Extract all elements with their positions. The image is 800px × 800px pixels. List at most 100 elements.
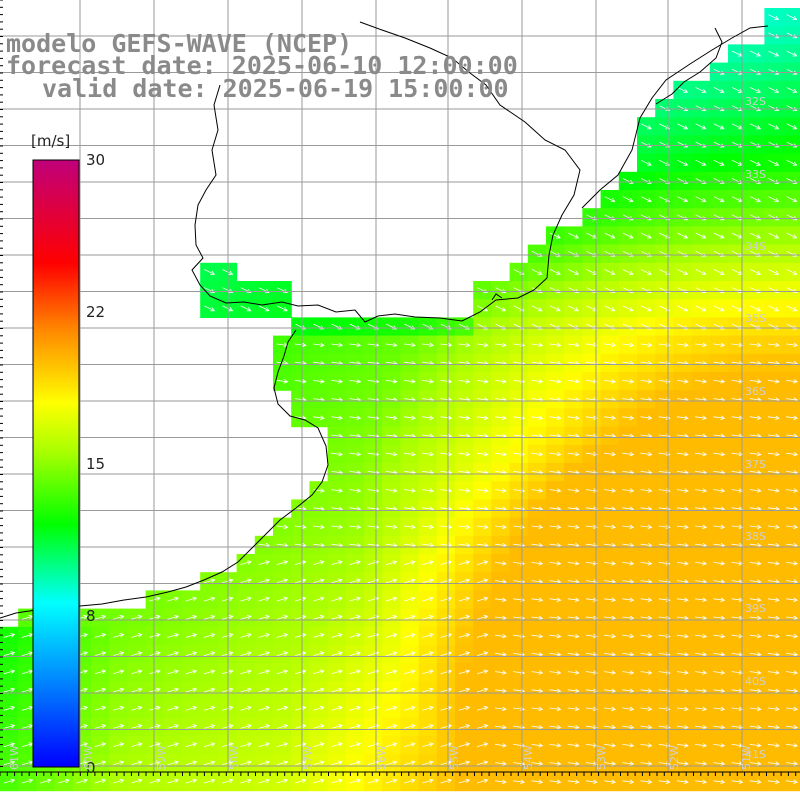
wind-arrow [640,561,653,566]
wind-arrow [3,669,16,675]
wind-arrow [768,105,780,112]
wind-arrow [786,141,798,148]
wind-arrow [695,141,707,148]
wind-arrow [749,724,762,730]
wind-arrow [440,578,453,584]
wind-arrow [549,561,562,566]
wind-arrow [458,705,471,711]
wind-arrow [676,579,689,584]
wind-arrow [585,379,598,384]
wind-arrow [622,743,635,748]
coastline [0,21,769,619]
lat-label: 37S [745,458,766,471]
wind-arrow [167,669,180,675]
wind-arrow [313,633,325,638]
wind-arrow [331,488,344,493]
wind-arrow [131,614,143,620]
wind-arrow [567,779,580,784]
wind-arrow [494,579,507,584]
wind-arrow [622,305,634,312]
wind-arrow [3,651,16,656]
wind-arrow [768,14,780,21]
wind-arrow [768,196,780,203]
wind-arrow [313,705,325,711]
wind-arrow [258,724,271,729]
wind-arrow [403,451,416,457]
wind-arrow [367,778,380,784]
wind-arrow [676,724,689,730]
wind-arrow [585,451,598,457]
wind-arrow [695,379,708,384]
wind-arrow [131,669,143,675]
wind-arrow [585,761,598,766]
wind-arrow [676,597,689,602]
wind-arrow [695,579,708,584]
wind-arrow [331,633,343,638]
wind-arrow [312,488,325,493]
wind-arrow [731,451,744,457]
wind-arrow [604,743,617,748]
wind-arrow [476,687,489,693]
wind-arrow [258,760,271,766]
wind-arrow [167,778,180,784]
wind-arrow [568,269,580,275]
wind-arrow [531,743,544,748]
wind-arrow [640,652,653,657]
wind-arrow [749,597,762,602]
wind-arrow [349,488,362,493]
wind-arrow [622,524,635,530]
wind-arrow [458,379,471,384]
wind-arrow [258,687,271,693]
wind-arrow [276,687,289,693]
wind-arrow [476,524,489,530]
wind-arrow [786,579,799,584]
wind-arrow [331,560,343,565]
wind-arrow [422,578,434,584]
wind-arrow [768,141,780,148]
wind-arrow [203,687,216,693]
wind-arrow [331,596,343,602]
wind-arrow [312,342,325,348]
wind-arrow [276,705,289,711]
wind-arrow [167,705,180,711]
wind-arrow [567,561,580,566]
wind-arrow [786,561,799,566]
wind-arrow [768,305,780,312]
wind-arrow [476,651,489,656]
wind-arrow [276,305,288,312]
wind-arrow [313,560,325,565]
wind-arrow [604,561,617,566]
wind-arrow [404,633,416,638]
wind-arrow [422,379,435,384]
wind-arrow [531,688,544,693]
wind-arrow [331,669,343,675]
wind-arrow [695,652,708,657]
wind-arrow [622,561,635,566]
wind-arrow [422,415,435,420]
wind-arrow [585,743,598,748]
wind-arrow [585,561,598,566]
wind-arrow [240,560,252,565]
wind-arrow [240,596,252,602]
wind-arrow [604,232,616,239]
wind-arrow [640,724,653,730]
wind-arrow [585,342,598,348]
wind-arrow [786,706,799,712]
wind-arrow [585,488,598,493]
wind-arrow [349,578,362,584]
lon-label: 54W [522,745,535,770]
wind-arrow [494,615,507,621]
wind-arrow [622,724,635,730]
wind-arrow [385,705,398,711]
wind-arrow [622,488,635,493]
wind-arrow [622,761,635,766]
wind-arrow [385,488,398,493]
wind-arrow [604,379,617,384]
wind-arrow [676,652,689,657]
wind-arrow [404,596,416,602]
wind-arrow [531,451,544,457]
lat-label: 32S [745,95,766,108]
wind-arrow [731,342,744,348]
wind-arrow [713,269,725,275]
wind-arrow [458,488,471,493]
